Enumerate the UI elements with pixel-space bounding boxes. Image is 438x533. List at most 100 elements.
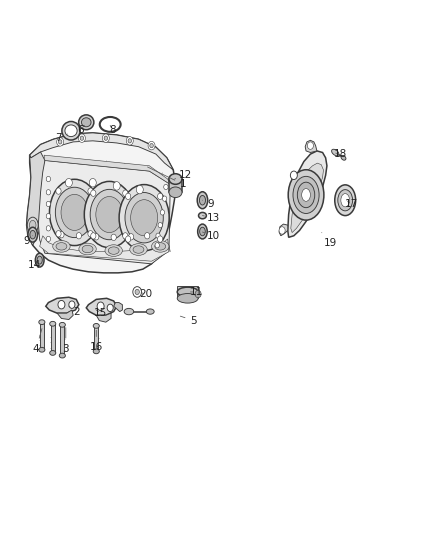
Text: 1: 1 <box>148 167 187 189</box>
Ellipse shape <box>90 189 128 240</box>
Circle shape <box>279 227 285 234</box>
Polygon shape <box>57 310 73 319</box>
Polygon shape <box>86 298 117 316</box>
Polygon shape <box>27 152 47 245</box>
Ellipse shape <box>61 195 88 230</box>
Circle shape <box>46 190 50 195</box>
Ellipse shape <box>49 179 99 246</box>
Ellipse shape <box>131 200 158 236</box>
Text: 2: 2 <box>69 306 80 317</box>
Circle shape <box>94 233 99 240</box>
Text: 14: 14 <box>28 261 41 270</box>
Ellipse shape <box>49 351 56 356</box>
Ellipse shape <box>81 118 91 127</box>
Ellipse shape <box>29 220 36 230</box>
Ellipse shape <box>130 244 147 255</box>
Ellipse shape <box>82 245 93 253</box>
Circle shape <box>58 140 62 144</box>
Ellipse shape <box>198 213 206 219</box>
Circle shape <box>126 236 131 243</box>
Ellipse shape <box>53 240 70 252</box>
Ellipse shape <box>177 287 198 297</box>
Ellipse shape <box>49 321 56 326</box>
Ellipse shape <box>341 193 350 207</box>
Polygon shape <box>291 163 323 232</box>
Ellipse shape <box>124 309 134 315</box>
Circle shape <box>128 139 131 143</box>
Ellipse shape <box>62 122 80 140</box>
Circle shape <box>128 233 134 240</box>
Circle shape <box>88 231 93 237</box>
Circle shape <box>145 232 150 239</box>
Circle shape <box>104 136 108 140</box>
Ellipse shape <box>105 245 122 256</box>
Ellipse shape <box>125 192 163 243</box>
Circle shape <box>46 225 50 231</box>
Ellipse shape <box>297 182 315 208</box>
Ellipse shape <box>79 243 96 255</box>
Ellipse shape <box>200 227 205 236</box>
Bar <box>169 179 182 192</box>
Ellipse shape <box>84 181 134 248</box>
Circle shape <box>78 134 85 142</box>
Ellipse shape <box>108 247 119 254</box>
Bar <box>94 326 99 351</box>
Polygon shape <box>288 151 327 237</box>
Text: 5: 5 <box>180 316 197 326</box>
Ellipse shape <box>177 294 198 303</box>
Circle shape <box>113 182 120 190</box>
Ellipse shape <box>30 230 35 239</box>
Circle shape <box>123 233 128 239</box>
Text: 11: 11 <box>190 287 203 297</box>
Ellipse shape <box>335 185 356 216</box>
Ellipse shape <box>169 187 182 198</box>
Ellipse shape <box>152 240 169 252</box>
Ellipse shape <box>35 253 44 267</box>
Polygon shape <box>114 303 122 312</box>
Circle shape <box>46 176 50 182</box>
Ellipse shape <box>302 189 311 201</box>
Ellipse shape <box>59 353 65 358</box>
Ellipse shape <box>39 348 45 352</box>
Circle shape <box>58 301 65 309</box>
Circle shape <box>195 290 201 298</box>
Circle shape <box>102 134 110 142</box>
Ellipse shape <box>341 156 346 160</box>
Circle shape <box>59 231 64 238</box>
Circle shape <box>89 179 96 187</box>
Ellipse shape <box>96 197 123 232</box>
Circle shape <box>56 231 61 237</box>
Circle shape <box>148 141 155 150</box>
Text: 19: 19 <box>322 232 337 248</box>
Bar <box>177 286 198 298</box>
Circle shape <box>91 233 96 239</box>
Circle shape <box>307 142 314 149</box>
Ellipse shape <box>28 227 38 242</box>
Text: 7: 7 <box>56 133 67 143</box>
Ellipse shape <box>199 196 205 205</box>
Polygon shape <box>27 133 176 273</box>
Ellipse shape <box>338 190 353 211</box>
Polygon shape <box>44 155 170 184</box>
Circle shape <box>290 171 297 180</box>
Circle shape <box>91 190 96 196</box>
Text: 8: 8 <box>109 125 116 135</box>
Text: 15: 15 <box>94 308 107 318</box>
Ellipse shape <box>332 149 339 156</box>
Circle shape <box>107 304 113 312</box>
Ellipse shape <box>27 217 38 233</box>
Ellipse shape <box>56 243 67 250</box>
Ellipse shape <box>198 224 207 239</box>
Ellipse shape <box>169 174 182 184</box>
Circle shape <box>135 289 139 295</box>
Text: 13: 13 <box>202 213 220 223</box>
Polygon shape <box>96 313 111 322</box>
Circle shape <box>133 287 141 297</box>
Text: 20: 20 <box>139 289 152 299</box>
Ellipse shape <box>65 125 77 136</box>
Circle shape <box>158 236 163 243</box>
Polygon shape <box>305 140 317 152</box>
Circle shape <box>88 188 93 194</box>
Text: 10: 10 <box>202 231 220 241</box>
Bar <box>50 324 55 353</box>
